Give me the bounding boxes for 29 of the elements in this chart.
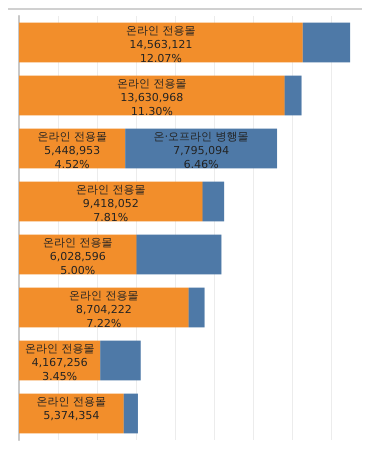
data-label: 5,374,354	[43, 409, 100, 422]
bar	[19, 76, 285, 116]
data-label: 5,448,953 4.52%	[44, 144, 100, 172]
data-label: 4,167,256 3.45%	[32, 356, 88, 384]
text: 온라인 전용몰	[117, 77, 187, 90]
bar	[202, 182, 224, 222]
text: 온라인 전용몰	[42, 236, 112, 250]
bar	[284, 76, 302, 116]
bar	[19, 22, 303, 62]
bar	[124, 394, 138, 434]
data-label: 8,704,222 7.22%	[76, 303, 132, 330]
bar	[100, 340, 141, 380]
data-label: 14,563,121 12.07%	[129, 38, 192, 66]
text: 온라인 전용몰	[76, 183, 146, 196]
bar	[136, 234, 222, 274]
bar	[302, 22, 350, 62]
text: 온라인 전용몰	[69, 289, 139, 302]
bar	[188, 288, 205, 328]
data-label: 6,028,596 5.00%	[50, 250, 106, 278]
data-label: 7,795,094 6.46%	[173, 144, 230, 172]
text: 온라인 전용몰	[24, 342, 94, 356]
data-label: 9,418,052 7.81%	[82, 197, 139, 224]
data-label: 13,630,968 11.30%	[120, 91, 184, 118]
bar	[19, 182, 203, 222]
bar	[19, 288, 189, 328]
series-label: 온·오프라인 병행몰	[154, 130, 249, 144]
series-label: 온라인 전용몰	[126, 24, 196, 38]
text: 온라인 전용몰	[37, 130, 107, 144]
text: 온라인 전용몰	[36, 395, 106, 408]
